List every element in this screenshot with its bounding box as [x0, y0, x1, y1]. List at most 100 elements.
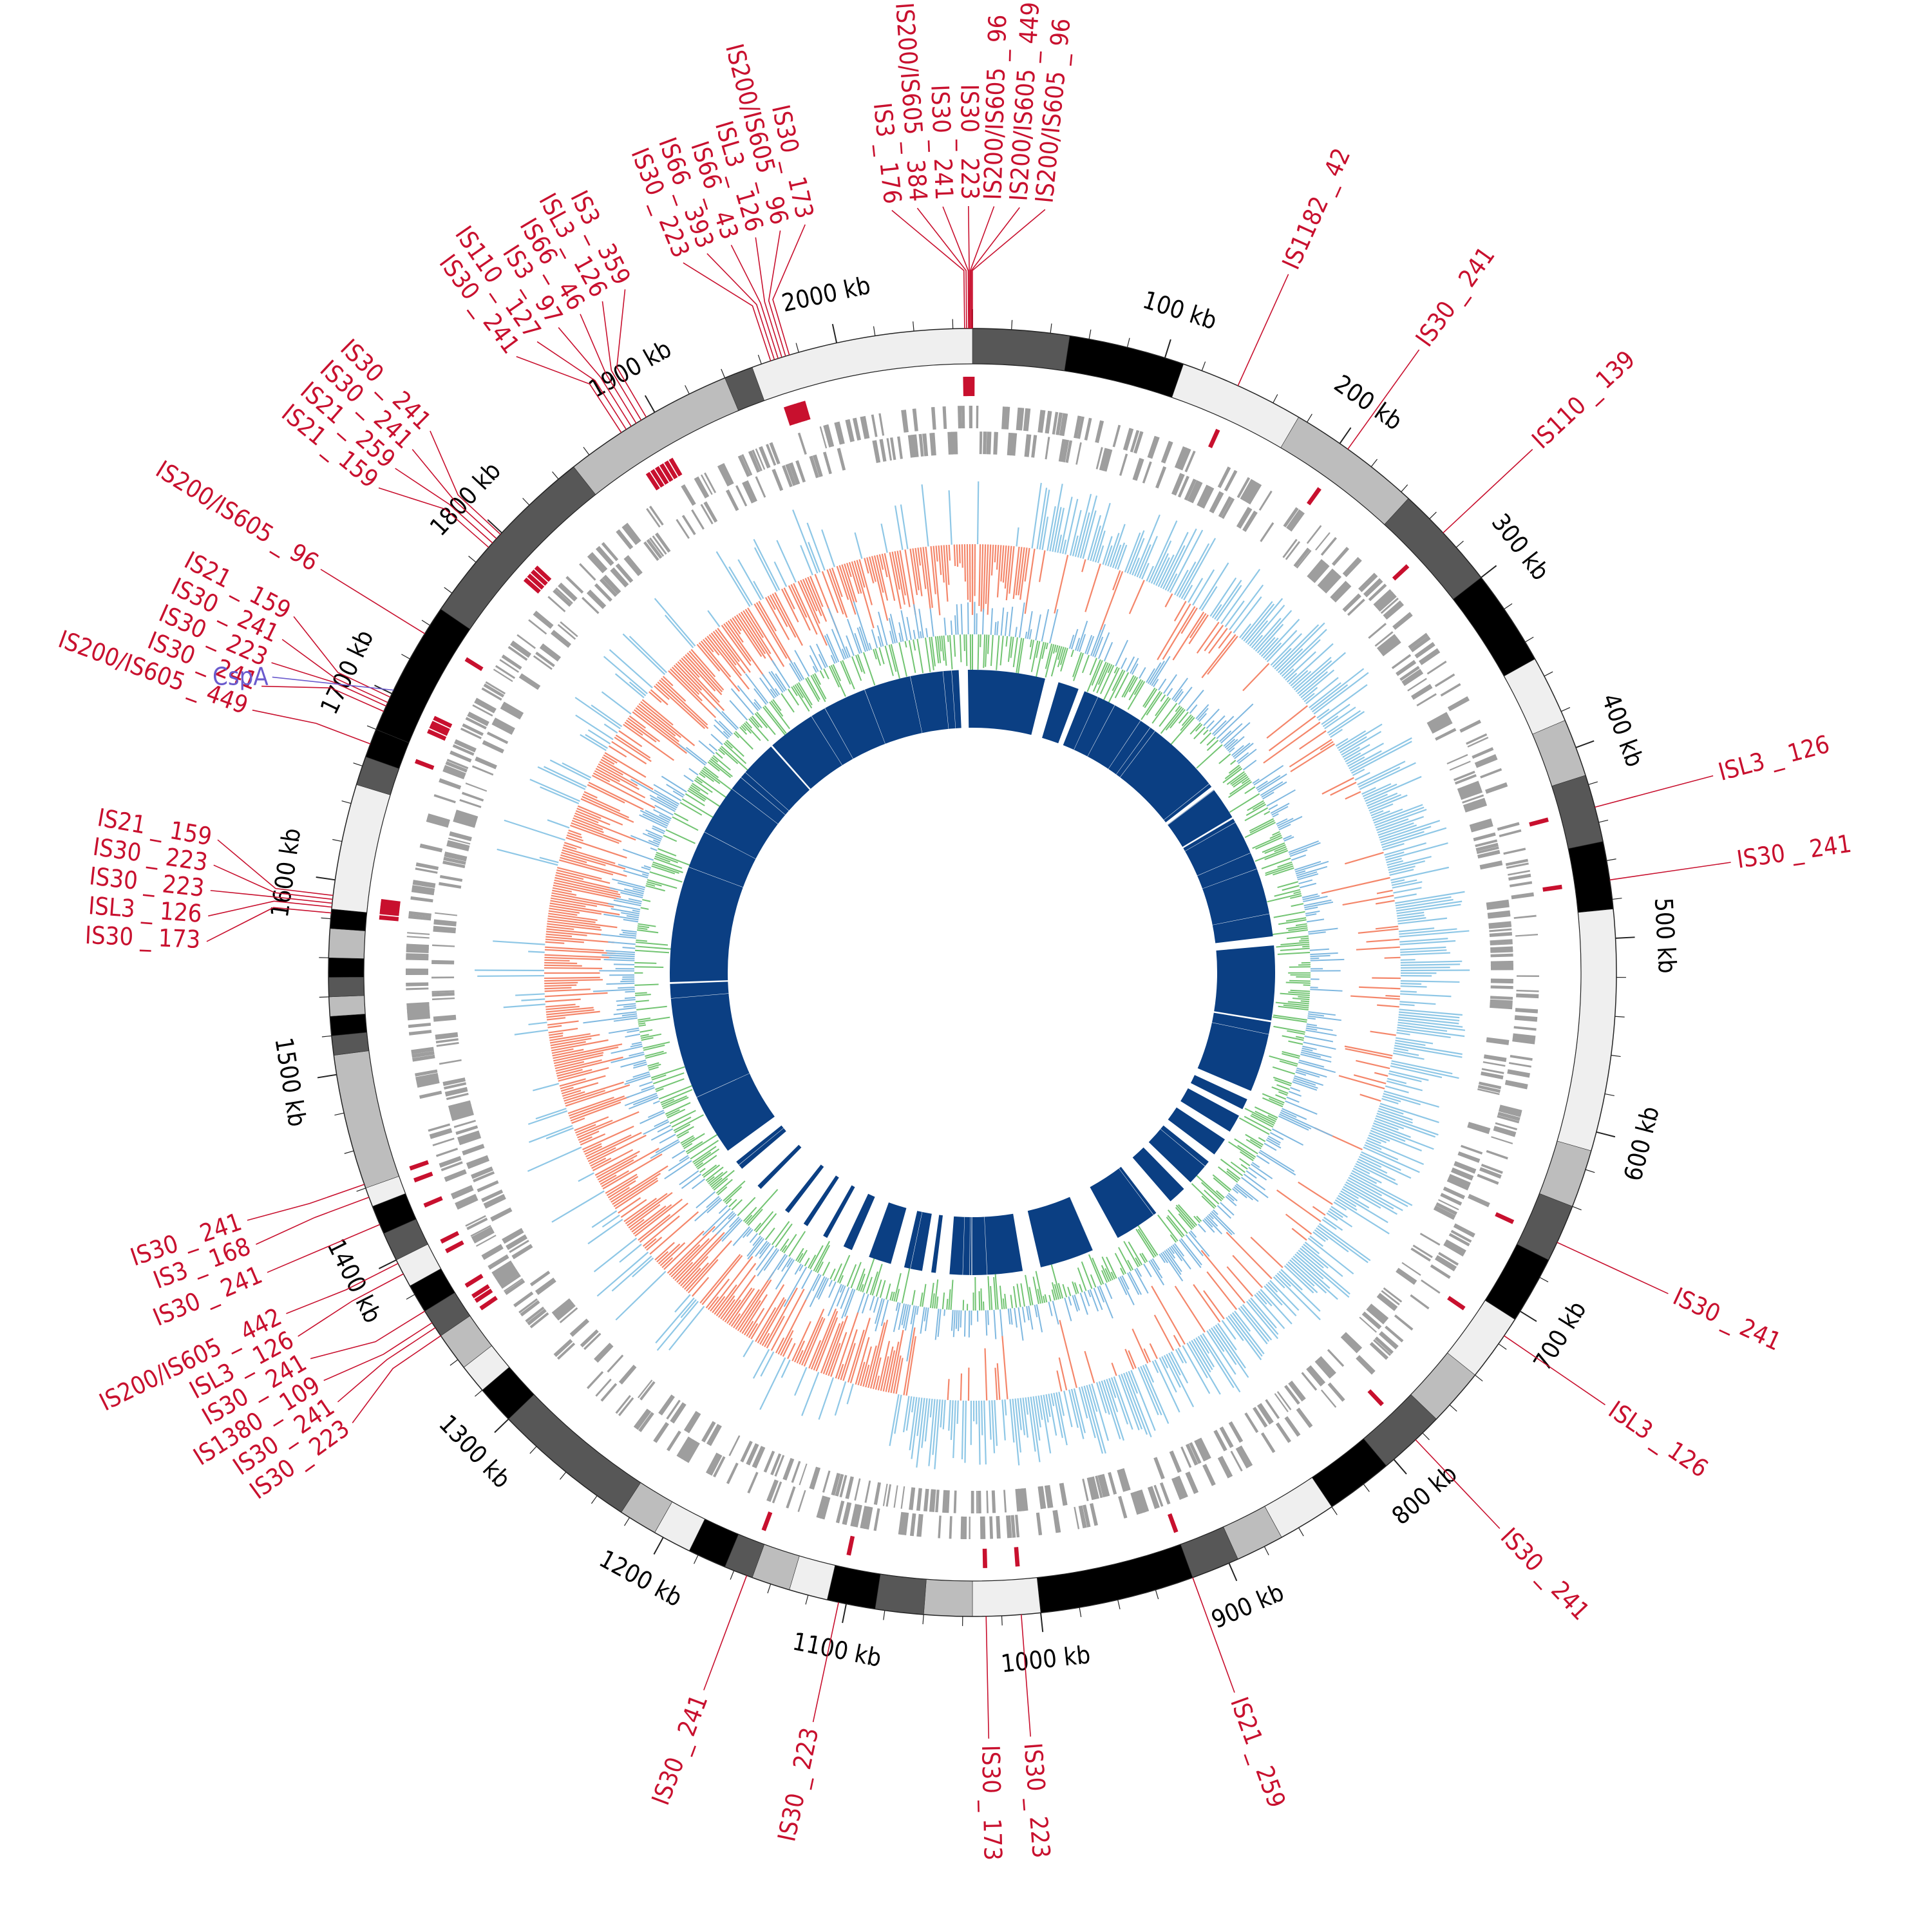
gc-content-low — [996, 635, 1000, 670]
gc-content-high — [898, 1303, 905, 1331]
gc-content-low — [1189, 722, 1201, 735]
gc-content-low — [687, 790, 705, 802]
gc-content-high — [609, 956, 635, 960]
gc-skew-negative — [1345, 791, 1361, 800]
gc-content-high — [1150, 1259, 1163, 1279]
gene-feature — [560, 621, 578, 638]
gc-content-high — [652, 827, 665, 835]
contig-segment — [972, 1577, 1041, 1617]
is-element-label: IS30 _ 241 — [647, 1690, 714, 1808]
gc-skew-negative — [583, 1142, 602, 1153]
gc-content-high — [1289, 842, 1321, 855]
gene-feature — [1457, 781, 1480, 793]
gc-skew-negative — [1099, 571, 1124, 633]
gc-content-low — [1118, 1247, 1132, 1272]
gene-feature — [1468, 1121, 1491, 1132]
gc-content-high — [643, 865, 652, 869]
gc-content-low — [828, 665, 840, 688]
gc-content-high — [1303, 895, 1328, 903]
major-tick — [644, 395, 656, 413]
gene-feature — [1119, 453, 1128, 476]
gc-skew-positive — [1130, 1370, 1156, 1431]
gene-feature — [535, 651, 555, 667]
gc-content-high — [752, 1235, 761, 1246]
gene-feature — [500, 704, 523, 720]
gc-content-low — [1204, 1189, 1220, 1205]
gc-skew-positive — [983, 1400, 987, 1464]
gc-content-low — [1123, 1240, 1139, 1267]
gene-feature — [467, 711, 489, 726]
gc-content-high — [1213, 1209, 1218, 1215]
gc-content-low — [637, 927, 648, 930]
gene-feature — [553, 1300, 574, 1318]
gene-feature — [1244, 1412, 1259, 1434]
gc-content-low — [1255, 1110, 1276, 1122]
gc-content-high — [755, 1245, 775, 1271]
gc-skew-positive — [911, 1396, 915, 1413]
gc-skew-positive — [611, 1255, 652, 1292]
gc-content-low — [977, 634, 980, 670]
core-block — [757, 1144, 802, 1189]
gc-content-low — [1238, 1117, 1270, 1135]
gc-skew-positive — [1248, 1299, 1279, 1335]
core-thin-gap — [1087, 705, 1115, 757]
gc-skew-positive — [1188, 1341, 1221, 1395]
gc-content-low — [1275, 1001, 1309, 1007]
core-block — [869, 1202, 907, 1264]
gc-skew-positive — [1249, 605, 1285, 647]
gc-skew-positive — [1285, 651, 1316, 681]
gc-content-high — [666, 784, 685, 797]
gc-content-high — [1298, 1061, 1336, 1074]
gene-feature — [1122, 428, 1134, 451]
gene-feature — [1482, 1061, 1506, 1067]
gc-content-low — [787, 688, 799, 706]
gc-content-high — [611, 1054, 645, 1063]
gc-content-high — [1139, 667, 1146, 679]
minor-tick — [1155, 1589, 1159, 1600]
gc-skew-negative — [632, 1204, 672, 1235]
gene-feature — [1458, 784, 1481, 797]
gc-skew-positive — [1022, 1397, 1029, 1438]
gc-skew-negative — [747, 607, 785, 667]
gc-skew-negative — [721, 625, 752, 666]
gc-content-low — [647, 879, 677, 889]
gc-skew-positive — [1303, 1244, 1343, 1277]
gc-content-high — [1269, 1132, 1284, 1141]
gc-content-high — [958, 1310, 960, 1331]
gc-skew-positive — [1169, 529, 1204, 593]
core-block — [1167, 790, 1233, 848]
gene-feature — [1412, 1244, 1433, 1258]
minor-tick — [1455, 540, 1464, 548]
gc-content-high — [1227, 735, 1245, 752]
gc-content-high — [617, 1003, 636, 1007]
core-block — [1197, 1012, 1271, 1091]
gc-skew-negative — [698, 642, 740, 692]
is-callout-line — [1021, 1615, 1032, 1737]
gc-skew-negative — [544, 949, 616, 954]
gene-feature — [1453, 1223, 1475, 1238]
gc-skew-positive — [1260, 637, 1279, 657]
gene-feature — [786, 1486, 796, 1509]
gc-skew-positive — [1321, 1218, 1337, 1230]
gc-skew-positive — [1398, 1016, 1459, 1025]
gene-feature — [431, 976, 455, 979]
gc-skew-positive — [1303, 692, 1315, 703]
gc-skew-negative — [555, 1059, 602, 1072]
gc-content-low — [1241, 777, 1250, 784]
gc-skew-negative — [1172, 611, 1205, 661]
gc-content-high — [774, 688, 781, 696]
gc-content-low — [1274, 889, 1301, 897]
gene-feature — [1363, 578, 1383, 598]
gc-content-low — [764, 705, 787, 734]
gc-content-low — [724, 1186, 743, 1203]
gc-skew-positive — [924, 1398, 931, 1442]
kb-tick-label: 200 kb — [1329, 369, 1408, 435]
gc-skew-positive — [1377, 816, 1425, 834]
gc-skew-positive — [1211, 603, 1222, 618]
gc-content-low — [1262, 842, 1285, 853]
gc-content-high — [652, 825, 666, 833]
gene-feature — [658, 1394, 675, 1416]
gene-feature — [989, 1516, 994, 1539]
gc-skew-positive — [1058, 1392, 1065, 1416]
gc-content-high — [1310, 989, 1343, 992]
